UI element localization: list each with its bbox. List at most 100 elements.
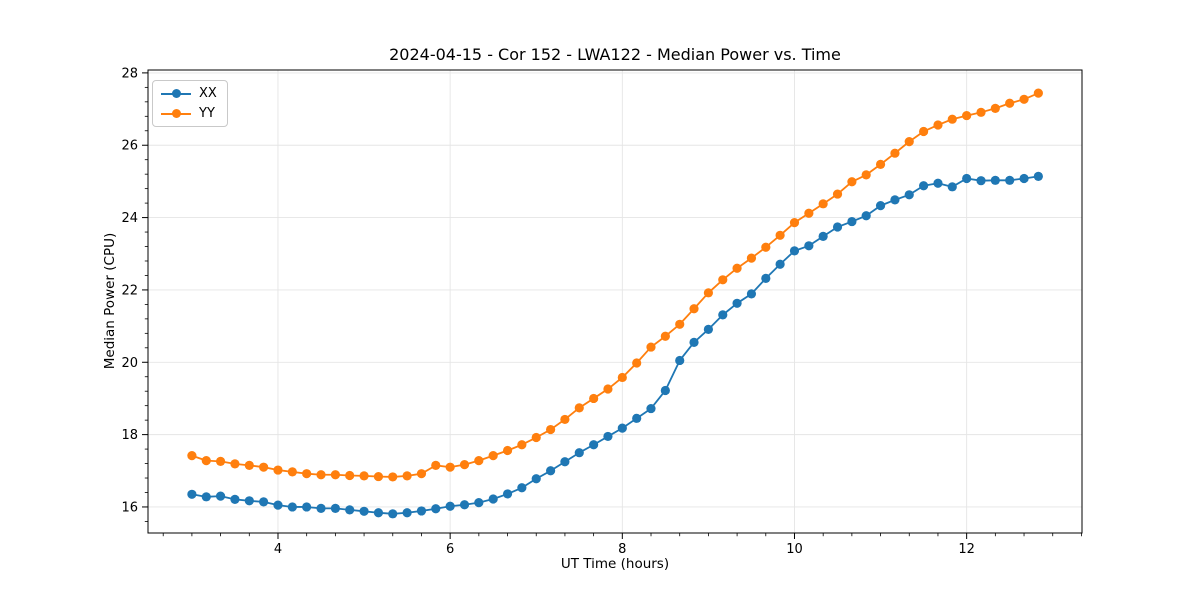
- legend-label-xx: XX: [199, 86, 217, 101]
- series-marker-yy: [962, 110, 972, 121]
- series-marker-xx: [904, 190, 914, 200]
- series-marker-xx: [546, 466, 556, 476]
- series-marker-xx: [703, 324, 714, 334]
- series-marker-xx: [890, 195, 900, 205]
- series-marker-xx: [617, 423, 627, 433]
- series-marker-yy: [373, 471, 384, 482]
- series-marker-xx: [416, 506, 427, 516]
- y-axis-label: Median Power (CPU): [102, 232, 118, 370]
- series-marker-xx: [287, 502, 297, 512]
- legend: XX YY: [152, 80, 228, 127]
- series-marker-yy: [718, 275, 728, 285]
- series-marker-xx: [962, 173, 972, 184]
- series-marker-xx: [589, 440, 599, 450]
- series-marker-yy: [703, 288, 714, 298]
- series-marker-xx: [818, 231, 828, 241]
- series-marker-yy: [660, 331, 670, 341]
- series-marker-yy: [832, 189, 843, 199]
- series-marker-yy: [603, 384, 613, 394]
- series-marker-xx: [215, 491, 226, 501]
- y-tick-label: 20: [121, 356, 138, 371]
- series-marker-xx: [459, 500, 470, 510]
- series-marker-yy: [187, 450, 197, 461]
- series-marker-xx: [502, 489, 513, 499]
- series-marker-xx: [947, 182, 957, 192]
- series-marker-yy: [345, 470, 355, 481]
- series-marker-yy: [976, 107, 986, 117]
- series-marker-yy: [775, 230, 785, 240]
- series-marker-yy: [402, 471, 412, 481]
- series-marker-yy: [287, 467, 297, 477]
- series-marker-xx: [976, 176, 986, 186]
- series-marker-yy: [689, 304, 699, 314]
- series-marker-yy: [416, 469, 427, 479]
- series-marker-xx: [187, 489, 197, 499]
- series-marker-yy: [560, 414, 570, 425]
- x-tick-label: 6: [446, 542, 454, 557]
- y-tick-label: 16: [121, 500, 138, 515]
- series-marker-xx: [603, 431, 613, 442]
- series-marker-yy: [259, 462, 269, 472]
- series-marker-yy: [933, 120, 943, 130]
- series-marker-yy: [302, 469, 312, 479]
- x-tick-label: 10: [786, 542, 803, 557]
- legend-item-xx: XX: [161, 86, 217, 101]
- series-marker-xx: [919, 181, 929, 191]
- series-marker-yy: [632, 358, 642, 368]
- series-marker-xx: [847, 216, 857, 227]
- series-marker-yy: [947, 114, 957, 124]
- x-tick-label: 8: [618, 542, 626, 557]
- series-marker-xx: [359, 506, 369, 516]
- series-marker-xx: [560, 457, 570, 467]
- series-marker-yy: [201, 456, 211, 466]
- series-marker-xx: [1005, 175, 1015, 185]
- series-marker-yy: [330, 470, 341, 480]
- series-marker-yy: [861, 170, 871, 180]
- series-marker-yy: [761, 242, 771, 252]
- series-marker-xx: [804, 241, 814, 251]
- series-marker-xx: [746, 289, 757, 299]
- series-marker-xx: [259, 497, 269, 507]
- series-marker-yy: [919, 126, 929, 137]
- series-marker-yy: [890, 148, 900, 158]
- series-marker-xx: [201, 492, 211, 502]
- series-marker-yy: [789, 218, 800, 228]
- series-marker-xx: [689, 337, 699, 347]
- series-marker-yy: [574, 403, 584, 413]
- series-marker-yy: [316, 470, 326, 480]
- series-marker-xx: [431, 504, 441, 514]
- series-marker-xx: [345, 505, 355, 515]
- series-marker-xx: [646, 403, 656, 414]
- x-tick-label: 12: [958, 542, 975, 557]
- series-marker-yy: [675, 319, 685, 329]
- series-marker-xx: [388, 509, 398, 519]
- series-marker-xx: [517, 483, 527, 493]
- series-marker-yy: [1019, 94, 1029, 104]
- series-marker-yy: [244, 460, 254, 470]
- series-marker-xx: [789, 246, 800, 256]
- series-marker-yy: [589, 393, 599, 404]
- series-marker-xx: [488, 494, 498, 504]
- series-marker-yy: [818, 199, 828, 209]
- series-marker-xx: [861, 211, 871, 221]
- series-marker-xx: [402, 508, 412, 518]
- series-marker-xx: [632, 413, 642, 423]
- series-marker-yy: [517, 440, 527, 450]
- series-marker-yy: [1005, 98, 1015, 108]
- series-marker-xx: [1033, 171, 1043, 181]
- series-marker-xx: [775, 259, 785, 269]
- series-marker-xx: [330, 503, 341, 514]
- x-axis-label: UT Time (hours): [560, 556, 670, 572]
- series-marker-yy: [646, 342, 656, 352]
- series-marker-yy: [388, 472, 398, 482]
- series-marker-xx: [832, 222, 843, 232]
- series-marker-xx: [990, 175, 1000, 185]
- series-marker-yy: [459, 460, 470, 470]
- legend-swatch-yy-icon: [161, 109, 191, 119]
- series-line-yy: [191, 92, 1039, 478]
- series-marker-xx: [933, 178, 943, 188]
- series-marker-yy: [273, 465, 283, 475]
- series-marker-xx: [474, 498, 484, 508]
- series-marker-xx: [732, 298, 742, 308]
